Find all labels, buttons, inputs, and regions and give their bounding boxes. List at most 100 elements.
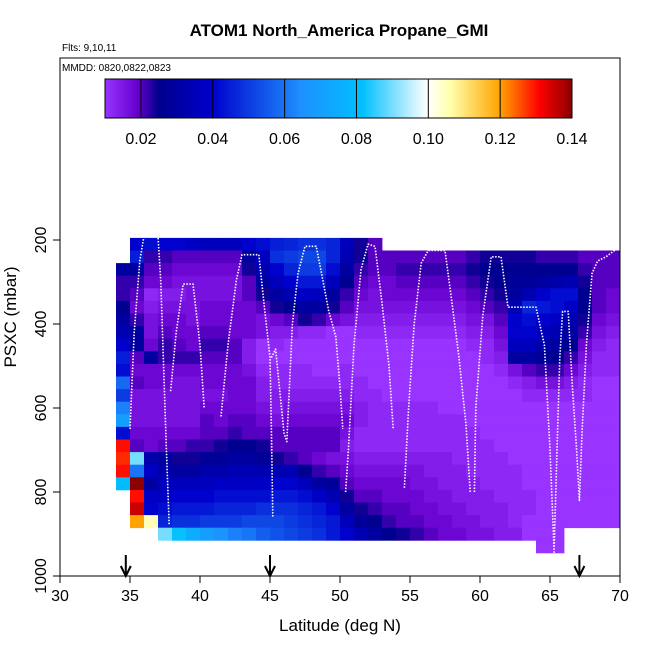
heatmap-cell <box>522 452 537 466</box>
heatmap-cell <box>522 300 537 314</box>
heatmap-cell <box>578 376 593 390</box>
heatmap-cell <box>298 401 313 415</box>
heatmap-cell <box>158 389 173 403</box>
heatmap-cell <box>130 401 145 415</box>
heatmap-cell <box>578 275 593 289</box>
heatmap-cell <box>270 489 285 503</box>
heatmap-cell <box>550 376 565 390</box>
heatmap-cell <box>536 452 551 466</box>
heatmap-cell <box>578 363 593 377</box>
heatmap-cell <box>578 414 593 428</box>
heatmap-cell <box>312 275 327 289</box>
heatmap-cell <box>186 313 201 327</box>
heatmap-cell <box>158 363 173 377</box>
heatmap-cell <box>438 326 453 340</box>
heatmap-cell <box>340 426 355 440</box>
heatmap-cell <box>312 300 327 314</box>
x-tick-label: 55 <box>401 588 419 605</box>
heatmap-cell <box>354 389 369 403</box>
heatmap-cell <box>200 527 215 541</box>
heatmap-cell <box>326 237 341 251</box>
heatmap-cell <box>228 300 243 314</box>
heatmap-cell <box>466 452 481 466</box>
heatmap-cell <box>592 502 607 516</box>
heatmap-cell <box>186 275 201 289</box>
heatmap-cell <box>536 288 551 302</box>
dates-label: MMDD: 0820,0822,0823 <box>62 63 171 74</box>
heatmap-cell <box>186 414 201 428</box>
heatmap-cell <box>424 452 439 466</box>
heatmap-cell <box>186 300 201 314</box>
x-tick-label: 70 <box>611 588 629 605</box>
heatmap-cell <box>396 263 411 277</box>
heatmap-cell <box>592 389 607 403</box>
heatmap-cell <box>452 288 467 302</box>
heatmap-cell <box>452 464 467 478</box>
heatmap-cell <box>326 326 341 340</box>
heatmap-cell <box>116 414 131 428</box>
heatmap-cell <box>326 464 341 478</box>
heatmap-cell <box>228 338 243 352</box>
heatmap-cell <box>564 464 579 478</box>
heatmap-cell <box>242 351 257 365</box>
heatmap-cell <box>242 527 257 541</box>
heatmap-cell <box>522 464 537 478</box>
heatmap-cell <box>242 288 257 302</box>
heatmap-cell <box>284 401 299 415</box>
heatmap-cell <box>116 263 131 277</box>
heatmap-cell <box>298 363 313 377</box>
heatmap-cell <box>550 401 565 415</box>
heatmap-cell <box>158 237 173 251</box>
heatmap-cell <box>592 401 607 415</box>
heatmap-cell <box>144 401 159 415</box>
heatmap-cell <box>298 376 313 390</box>
heatmap-cell <box>130 452 145 466</box>
heatmap-cell <box>508 338 523 352</box>
heatmap-cell <box>158 452 173 466</box>
heatmap-cell <box>284 376 299 390</box>
heatmap-cell <box>228 414 243 428</box>
heatmap-cell <box>200 313 215 327</box>
x-tick-label: 40 <box>191 588 209 605</box>
heatmap-cell <box>606 515 621 529</box>
heatmap-cell <box>606 389 621 403</box>
heatmap-cell <box>116 326 131 340</box>
heatmap-cell <box>186 250 201 264</box>
heatmap-cell <box>270 275 285 289</box>
heatmap-cell <box>228 376 243 390</box>
heatmap-cell <box>158 288 173 302</box>
heatmap-cell <box>130 363 145 377</box>
heatmap-cell <box>312 351 327 365</box>
arrow-markers <box>119 555 586 579</box>
heatmap-cell <box>494 502 509 516</box>
heatmap-cell <box>424 426 439 440</box>
heatmap-cell <box>354 502 369 516</box>
heatmap-cell <box>424 464 439 478</box>
heatmap-cell <box>256 452 271 466</box>
heatmap-cell <box>606 338 621 352</box>
heatmap-cell <box>144 414 159 428</box>
heatmap-cell <box>228 288 243 302</box>
heatmap-cell <box>130 351 145 365</box>
heatmap-cell <box>130 376 145 390</box>
heatmap-cell <box>256 250 271 264</box>
heatmap-cell <box>256 351 271 365</box>
heatmap-cell <box>158 376 173 390</box>
heatmap-cell <box>172 338 187 352</box>
heatmap-cell <box>452 275 467 289</box>
heatmap-cell <box>130 263 145 277</box>
heatmap-cell <box>368 464 383 478</box>
heatmap-cell <box>214 376 229 390</box>
heatmap-cell <box>256 275 271 289</box>
heatmap-cell <box>550 313 565 327</box>
heatmap-cell <box>606 502 621 516</box>
heatmap-cell <box>270 250 285 264</box>
heatmap-cell <box>158 338 173 352</box>
heatmap-cell <box>340 376 355 390</box>
heatmap-cell <box>256 401 271 415</box>
heatmap-cell <box>550 527 565 541</box>
heatmap-cell <box>494 477 509 491</box>
heatmap-cell <box>144 300 159 314</box>
heatmap-cell <box>312 515 327 529</box>
heatmap-cell <box>564 401 579 415</box>
